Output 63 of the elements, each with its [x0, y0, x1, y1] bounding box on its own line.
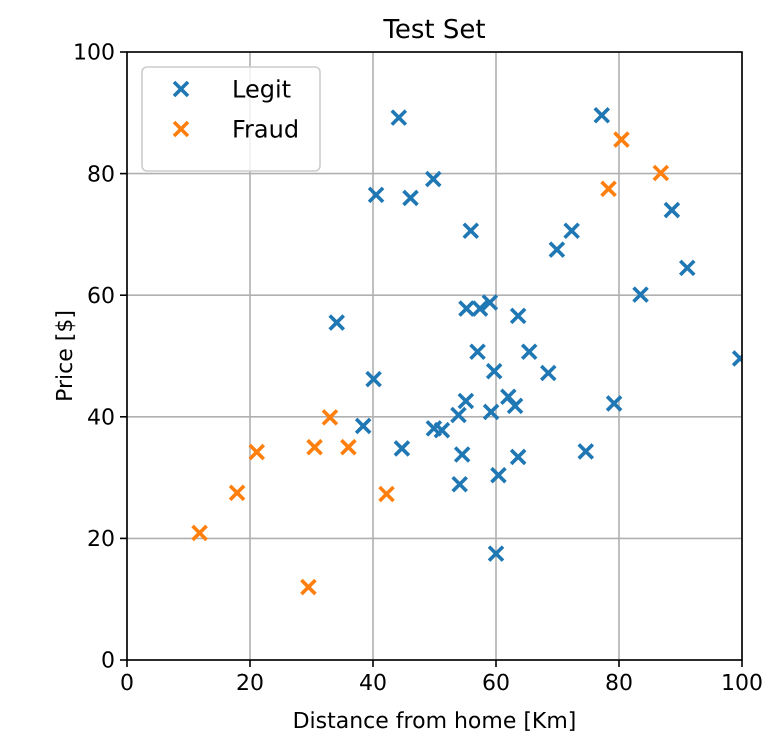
point: [548, 240, 566, 258]
point: [605, 394, 623, 412]
y-tick-label: 80: [87, 162, 115, 188]
point: [652, 164, 670, 182]
point: [600, 180, 618, 198]
point: [453, 446, 471, 464]
y-tick-label: 40: [87, 406, 115, 430]
point: [487, 544, 505, 562]
x-tick-label: 0: [120, 671, 134, 696]
point: [485, 362, 503, 380]
point: [433, 421, 451, 439]
x-tick-label: 80: [605, 671, 633, 696]
point: [562, 222, 580, 240]
point: [228, 484, 246, 502]
point: [457, 392, 475, 410]
point: [340, 438, 358, 456]
point: [509, 448, 527, 466]
point: [378, 485, 396, 503]
point: [364, 370, 382, 388]
point: [468, 342, 486, 361]
point: [321, 408, 339, 426]
point: [506, 397, 524, 415]
point: [424, 170, 442, 188]
point: [481, 294, 499, 312]
x-axis-title: Distance from home [Km]: [292, 709, 576, 734]
point: [248, 443, 266, 461]
x-tick-label: 20: [236, 671, 264, 696]
point: [539, 364, 558, 382]
point: [576, 442, 595, 460]
y-tick-label: 0: [101, 648, 115, 674]
legend-label: Fraud: [232, 115, 300, 144]
point: [425, 420, 443, 438]
point: [402, 189, 420, 207]
point: [367, 186, 385, 204]
point: [490, 466, 508, 484]
point: [612, 130, 630, 148]
point: [663, 201, 681, 219]
point: [300, 578, 318, 596]
chart-title: Test Set: [382, 15, 486, 45]
point: [632, 286, 650, 304]
y-tick-label: 20: [87, 527, 115, 552]
point: [592, 106, 611, 124]
point: [678, 259, 696, 277]
point: [482, 403, 500, 421]
point: [390, 108, 408, 126]
point: [190, 524, 208, 542]
x-tick-label: 60: [482, 671, 510, 696]
point: [450, 475, 469, 494]
point: [450, 406, 468, 424]
legend-label: Legit: [232, 75, 292, 104]
point: [462, 222, 480, 240]
x-tick-label: 100: [721, 671, 763, 696]
y-tick-label: 100: [73, 40, 115, 66]
point: [354, 417, 372, 435]
y-tick-label: 60: [87, 284, 115, 309]
y-axis-title: Price [$]: [53, 310, 78, 402]
point: [520, 342, 538, 361]
point: [509, 307, 527, 325]
x-tick-label: 40: [359, 671, 387, 696]
point: [328, 314, 346, 332]
point: [393, 440, 411, 458]
point: [500, 388, 518, 406]
point: [306, 438, 324, 456]
